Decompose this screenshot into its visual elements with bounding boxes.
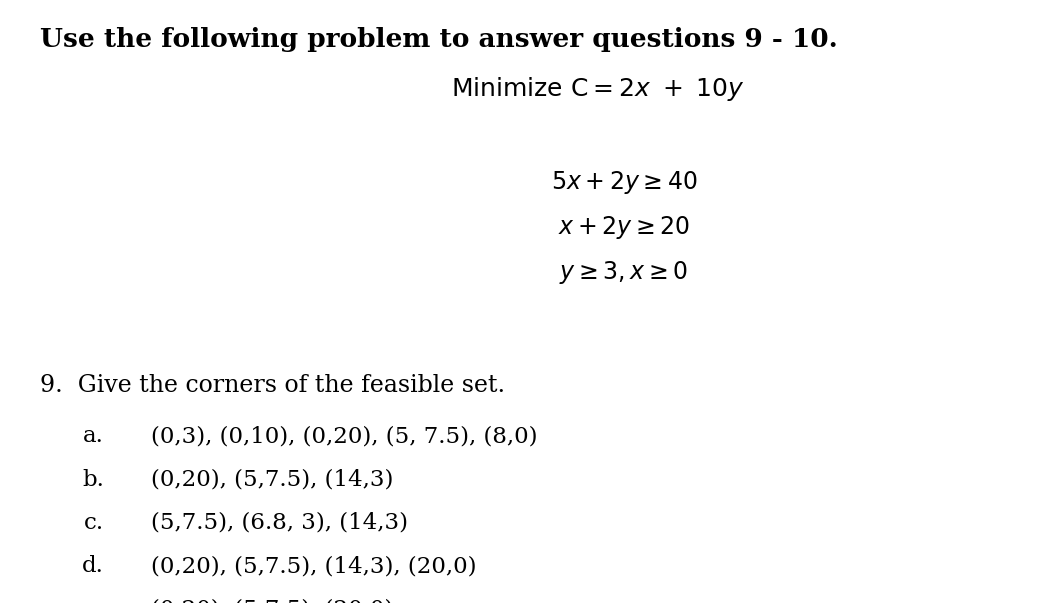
Text: c.: c. [84, 512, 104, 534]
Text: $x + 2y \geq 20$: $x + 2y \geq 20$ [558, 214, 690, 241]
Text: $y \geq 3, x \geq 0$: $y \geq 3, x \geq 0$ [560, 259, 688, 286]
Text: (0,20), (5,7.5), (14,3), (20,0): (0,20), (5,7.5), (14,3), (20,0) [151, 555, 476, 577]
Text: e.: e. [83, 599, 104, 603]
Text: a.: a. [83, 425, 104, 447]
Text: (0,20), (5,7.5), (20,0): (0,20), (5,7.5), (20,0) [151, 599, 393, 603]
Text: Use the following problem to answer questions 9 - 10.: Use the following problem to answer ques… [40, 27, 837, 52]
Text: (0,20), (5,7.5), (14,3): (0,20), (5,7.5), (14,3) [151, 469, 393, 490]
Text: $\mathrm{Minimize\ C = 2}x\mathrm{\ +\ 10}y$: $\mathrm{Minimize\ C = 2}x\mathrm{\ +\ 1… [451, 75, 745, 103]
Text: $5x + 2y \geq 40$: $5x + 2y \geq 40$ [551, 169, 697, 196]
Text: b.: b. [82, 469, 104, 490]
Text: 9.  Give the corners of the feasible set.: 9. Give the corners of the feasible set. [40, 374, 504, 397]
Text: (5,7.5), (6.8, 3), (14,3): (5,7.5), (6.8, 3), (14,3) [151, 512, 408, 534]
Text: d.: d. [82, 555, 104, 577]
Text: (0,3), (0,10), (0,20), (5, 7.5), (8,0): (0,3), (0,10), (0,20), (5, 7.5), (8,0) [151, 425, 538, 447]
